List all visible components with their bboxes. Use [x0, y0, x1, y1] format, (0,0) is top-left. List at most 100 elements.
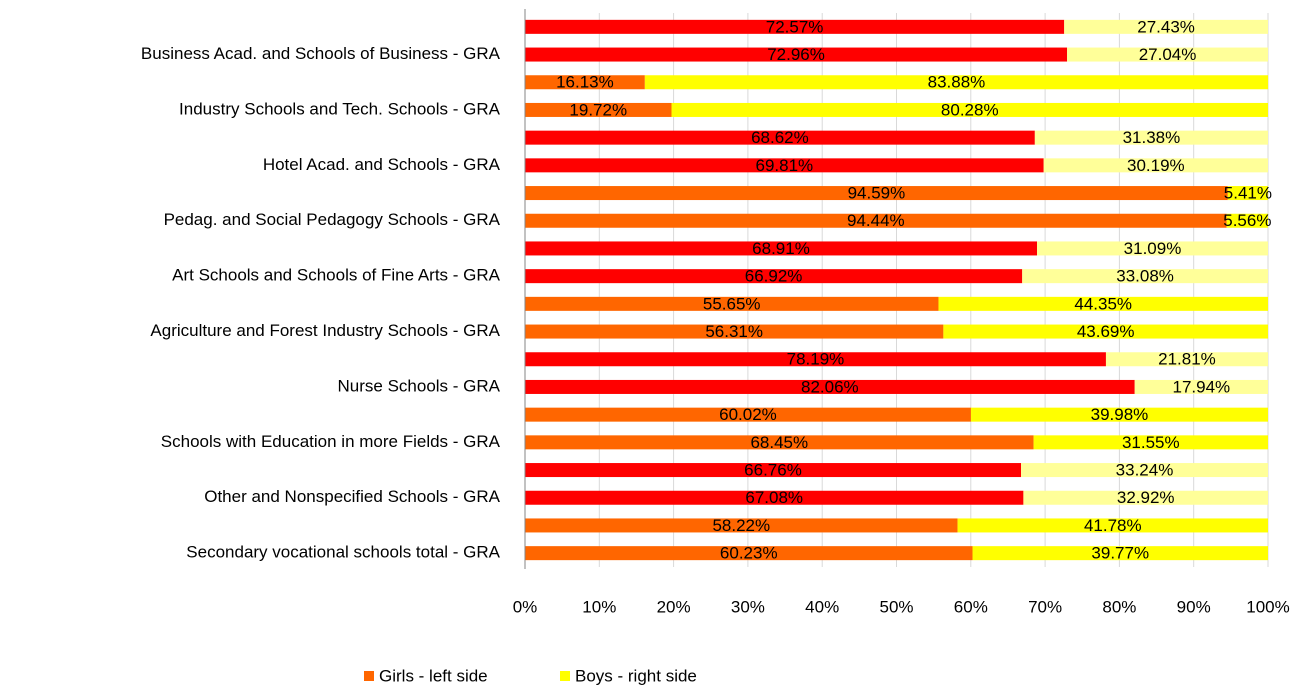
- data-label: 80.28%: [941, 100, 999, 119]
- legend-swatch: [364, 671, 374, 681]
- bar-segment: [525, 158, 1044, 173]
- bar-segment: [1023, 490, 1268, 505]
- data-label: 44.35%: [1074, 294, 1132, 313]
- data-label: 72.96%: [767, 45, 825, 64]
- bar-segment: [1043, 158, 1268, 173]
- data-label: 67.08%: [745, 488, 803, 507]
- data-label: 94.44%: [847, 211, 905, 230]
- bar-segment: [525, 47, 1068, 62]
- data-label: 32.92%: [1117, 488, 1175, 507]
- data-label: 68.91%: [752, 239, 810, 258]
- data-label: 43.69%: [1077, 322, 1135, 341]
- data-label: 5.41%: [1224, 184, 1272, 203]
- bar-segment: [525, 241, 1038, 256]
- y-tick-label: Schools with Education in more Fields - …: [161, 432, 501, 451]
- data-label: 60.23%: [720, 544, 778, 563]
- bar-segment: [1034, 130, 1268, 145]
- bar-segment: [525, 546, 973, 561]
- bar-segment: [1064, 19, 1268, 34]
- bar-segment: [525, 352, 1106, 367]
- bar-segment: [957, 518, 1268, 533]
- data-label: 5.56%: [1223, 211, 1271, 230]
- bar-segment: [1021, 463, 1268, 478]
- data-label: 68.45%: [750, 433, 808, 452]
- legend-label: Boys - right side: [575, 666, 697, 685]
- data-label: 60.02%: [719, 405, 777, 424]
- bar-segment: [1067, 47, 1268, 62]
- data-label: 30.19%: [1127, 156, 1185, 175]
- x-tick-label: 0%: [513, 597, 538, 616]
- data-label: 17.94%: [1173, 377, 1231, 396]
- legend-label: Girls - left side: [379, 666, 488, 685]
- bar-segment: [525, 407, 971, 422]
- x-tick-label: 10%: [582, 597, 616, 616]
- bar-segment: [671, 102, 1268, 117]
- y-tick-label: Hotel Acad. and Schools - GRA: [263, 155, 501, 174]
- y-tick-label: Agriculture and Forest Industry Schools …: [150, 321, 500, 340]
- bar-segment: [1226, 213, 1268, 228]
- data-label: 72.57%: [766, 17, 824, 36]
- data-label: 82.06%: [801, 377, 859, 396]
- data-label: 56.31%: [705, 322, 763, 341]
- bar-segment: [1105, 352, 1268, 367]
- data-label: 31.55%: [1122, 433, 1180, 452]
- data-label: 16.13%: [556, 73, 614, 92]
- bar-segment: [525, 75, 645, 90]
- y-tick-label: Secondary vocational schools total - GRA: [186, 543, 500, 562]
- x-tick-label: 20%: [657, 597, 691, 616]
- bar-segment: [1227, 186, 1268, 201]
- data-label: 41.78%: [1084, 516, 1142, 535]
- bar-segment: [1022, 269, 1268, 284]
- bar-segment: [525, 296, 939, 311]
- data-label: 58.22%: [712, 516, 770, 535]
- bar-segment: [525, 379, 1135, 394]
- data-label: 55.65%: [703, 294, 761, 313]
- x-tick-label: 90%: [1177, 597, 1211, 616]
- y-tick-label: Pedag. and Social Pedagogy Schools - GRA: [164, 210, 501, 229]
- data-label: 31.09%: [1124, 239, 1182, 258]
- data-label: 33.08%: [1116, 267, 1174, 286]
- bar-segment: [970, 407, 1268, 422]
- bar-segment: [972, 546, 1268, 561]
- bar-segment: [525, 463, 1022, 478]
- x-tick-label: 30%: [731, 597, 765, 616]
- bar-segment: [525, 213, 1227, 228]
- bar-segment: [938, 296, 1268, 311]
- x-tick-label: 40%: [805, 597, 839, 616]
- bar-segment: [1134, 379, 1268, 394]
- x-tick-label: 50%: [879, 597, 913, 616]
- bar-segment: [525, 324, 944, 339]
- bar-segment: [525, 490, 1024, 505]
- bar-segment: [525, 186, 1228, 201]
- data-label: 94.59%: [848, 184, 906, 203]
- bar-segment: [525, 19, 1065, 34]
- data-label: 19.72%: [569, 100, 627, 119]
- data-label: 66.76%: [744, 461, 802, 480]
- data-label: 66.92%: [745, 267, 803, 286]
- data-label: 27.43%: [1137, 17, 1195, 36]
- bar-segment: [525, 518, 958, 533]
- bar-segment: [525, 130, 1035, 145]
- legend-swatch: [560, 671, 570, 681]
- x-tick-label: 100%: [1246, 597, 1289, 616]
- data-label: 27.04%: [1139, 45, 1197, 64]
- x-tick-label: 80%: [1102, 597, 1136, 616]
- data-label: 31.38%: [1123, 128, 1181, 147]
- data-label: 33.24%: [1116, 461, 1174, 480]
- data-label: 68.62%: [751, 128, 809, 147]
- data-label: 78.19%: [787, 350, 845, 369]
- bar-segment: [525, 269, 1023, 284]
- data-label: 39.77%: [1091, 544, 1149, 563]
- data-label: 21.81%: [1158, 350, 1216, 369]
- x-tick-label: 60%: [954, 597, 988, 616]
- data-label: 83.88%: [928, 73, 986, 92]
- data-label: 39.98%: [1091, 405, 1149, 424]
- y-tick-label: Nurse Schools - GRA: [338, 376, 501, 395]
- y-tick-label: Art Schools and Schools of Fine Arts - G…: [172, 266, 501, 285]
- x-tick-label: 70%: [1028, 597, 1062, 616]
- bar-segment: [525, 102, 672, 117]
- bar-segment: [1033, 435, 1268, 450]
- bar-segment: [943, 324, 1268, 339]
- y-tick-label: Other and Nonspecified Schools - GRA: [204, 487, 500, 506]
